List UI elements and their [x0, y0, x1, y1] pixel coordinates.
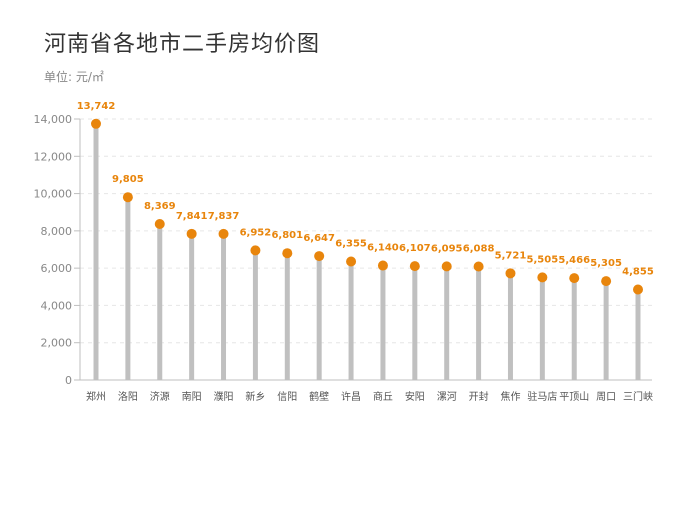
- lollipop-point: [505, 268, 516, 279]
- y-tick-label: 6,000: [41, 262, 73, 275]
- data-label: 6,355: [335, 239, 367, 250]
- x-tick-label: 三门峡: [623, 390, 653, 403]
- data-label: 13,742: [77, 101, 116, 112]
- y-tick-label: 14,000: [34, 113, 73, 126]
- y-tick-label: 10,000: [34, 188, 73, 201]
- data-label: 6,952: [240, 227, 272, 238]
- lollipop-point: [91, 118, 101, 129]
- data-label: 8,369: [144, 201, 176, 212]
- data-label: 5,721: [495, 250, 527, 261]
- data-label: 7,837: [208, 211, 240, 222]
- x-tick-label: 周口: [596, 391, 616, 403]
- data-label: 7,841: [176, 211, 208, 222]
- y-tick-label: 0: [65, 374, 72, 387]
- lollipop-point: [473, 261, 484, 272]
- data-label: 6,647: [303, 233, 335, 244]
- lollipop-point: [218, 228, 229, 239]
- data-label: 6,140: [367, 243, 399, 254]
- data-label: 5,466: [558, 255, 590, 266]
- lollipop-point: [377, 260, 388, 271]
- x-tick-label: 新乡: [245, 390, 265, 403]
- data-label: 6,095: [431, 243, 463, 254]
- x-tick-label: 鹤壁: [309, 390, 329, 403]
- x-tick-label: 安阳: [405, 390, 425, 403]
- x-tick-label: 焦作: [500, 390, 520, 403]
- x-tick-label: 许昌: [341, 391, 361, 403]
- y-tick-label: 8,000: [41, 225, 73, 238]
- x-tick-label: 漯河: [437, 391, 457, 403]
- x-tick-label: 信阳: [277, 391, 297, 403]
- data-label: 6,107: [399, 243, 431, 254]
- chart-title: 河南省各地市二手房均价图: [44, 32, 321, 57]
- x-tick-label: 开封: [469, 390, 489, 403]
- x-tick-label: 郑州: [86, 390, 106, 403]
- lollipop-point: [409, 261, 420, 272]
- x-tick-label: 平顶山: [559, 391, 589, 403]
- x-tick-label: 洛阳: [118, 390, 138, 403]
- lollipop-point: [282, 248, 293, 259]
- y-tick-label: 4,000: [41, 299, 73, 312]
- lollipop-point: [154, 218, 165, 229]
- lollipop-point: [250, 245, 261, 256]
- y-tick-label: 2,000: [41, 337, 73, 350]
- data-label: 6,801: [271, 230, 303, 241]
- lollipop-point: [601, 276, 612, 287]
- y-tick-label: 12,000: [34, 150, 73, 163]
- lollipop-point: [537, 272, 548, 283]
- unit-label: 单位: 元/㎡: [44, 70, 104, 84]
- x-tick-label: 商丘: [373, 390, 393, 403]
- x-tick-label: 济源: [150, 390, 170, 403]
- lollipop-point: [569, 273, 580, 284]
- lollipop-point: [122, 192, 133, 203]
- lollipop-point: [441, 261, 452, 272]
- x-tick-label: 南阳: [182, 390, 202, 403]
- lollipop-point: [314, 251, 325, 262]
- data-label: 5,505: [527, 254, 559, 265]
- data-label: 9,805: [112, 174, 144, 185]
- data-label: 4,855: [622, 266, 654, 277]
- lollipop-point: [633, 284, 643, 295]
- x-tick-label: 濮阳: [214, 390, 234, 403]
- lollipop-point: [346, 256, 357, 267]
- data-label: 6,088: [463, 244, 495, 255]
- lollipop-point: [186, 228, 197, 239]
- x-tick-label: 驻马店: [527, 390, 557, 403]
- data-label: 5,305: [590, 258, 622, 269]
